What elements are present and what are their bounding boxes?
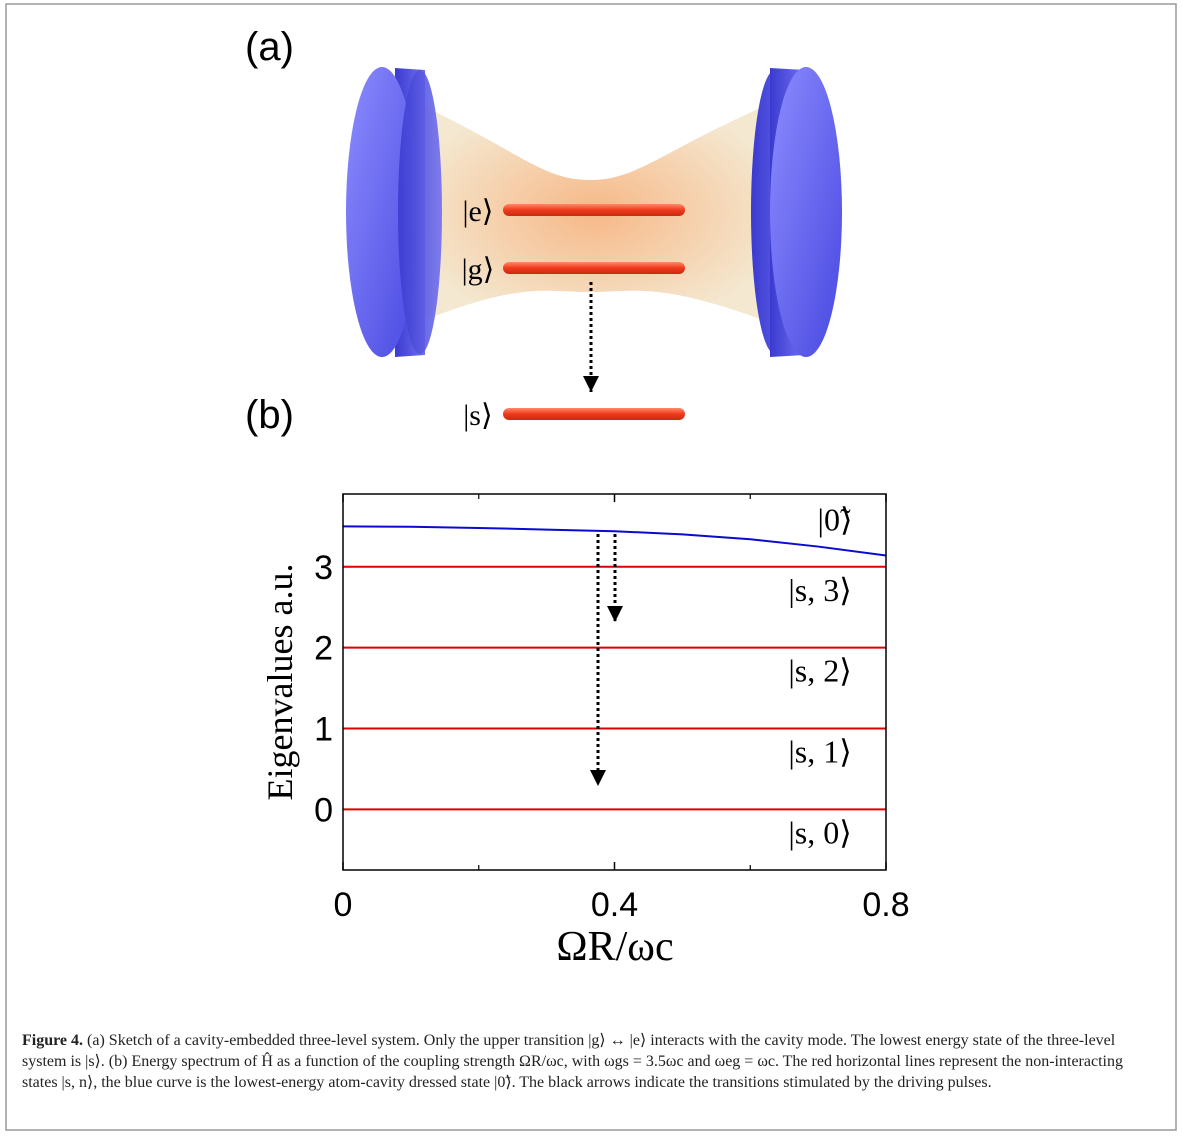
- level-label: |s, 1⟩: [788, 733, 851, 769]
- level-label: |s, 3⟩: [788, 572, 851, 608]
- x-tick-label: 0.8: [862, 886, 909, 924]
- panel-label: (a): [245, 25, 294, 69]
- y-tick-label: 3: [314, 549, 333, 587]
- x-axis-label: ΩR/ωc: [556, 924, 673, 970]
- state-label: |s⟩: [463, 399, 492, 432]
- y-tick-label: 2: [314, 630, 333, 668]
- right-mirror: [770, 67, 842, 357]
- state-label: |g⟩: [462, 253, 495, 286]
- x-tick-label: 0: [334, 886, 353, 924]
- y-tick-label: 0: [314, 791, 333, 829]
- plot: 0 0.4 0.8 0 1 2 3 |s, 0⟩ |s, 1⟩ |s, 2⟩ |s, 3⟩ |0̃⟩: [314, 494, 910, 924]
- figure-border: [5, 3, 1177, 1131]
- caption: Figure 4. (a) Sketch of a cavity-embedded…: [22, 1030, 1162, 1093]
- series-line: [342, 525, 887, 557]
- level-label: |s, 0⟩: [788, 814, 851, 850]
- level-bar: [503, 262, 685, 274]
- plot-frame: [342, 493, 887, 871]
- panel-label: (b): [245, 393, 294, 437]
- level-bar: [503, 408, 685, 420]
- state-label: |e⟩: [462, 195, 493, 228]
- caption-text: (a) Sketch of a cavity-embedded three-le…: [22, 1032, 1123, 1091]
- left-mirror: [346, 67, 418, 357]
- caption-label: Figure 4.: [22, 1032, 84, 1049]
- level-label: |s, 2⟩: [788, 653, 851, 689]
- y-axis-label: Eigenvalues a.u.: [260, 564, 300, 801]
- x-tick-label: 0.4: [591, 886, 638, 924]
- y-tick-label: 1: [314, 710, 333, 748]
- series-label: |0̃⟩: [818, 501, 853, 537]
- left-mirror-back: [398, 70, 442, 354]
- level-bar: [503, 204, 685, 216]
